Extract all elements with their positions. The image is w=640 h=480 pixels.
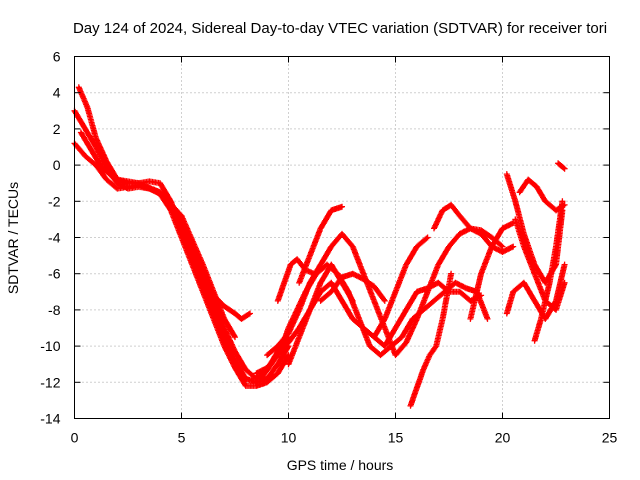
x-tick-label: 0 [71, 430, 79, 446]
y-tick-label: 2 [53, 121, 61, 137]
y-tick-label: -10 [40, 338, 60, 354]
data-series-track-16 [467, 220, 517, 322]
data-series-track-14 [407, 270, 455, 409]
axis-ticks: -14 -12 -10 -8 -6 -4 -2 0 2 4 6 0 5 10 15 20 25 [40, 49, 617, 446]
data-series-track-13 [371, 234, 431, 341]
y-tick-label: 0 [53, 157, 61, 173]
data-series-track-22 [555, 160, 568, 172]
x-tick-label: 5 [178, 430, 186, 446]
y-tick-label: 6 [53, 49, 61, 65]
data-markers [71, 84, 568, 409]
x-tick-label: 25 [602, 430, 618, 446]
data-series-track-10 [274, 256, 318, 304]
y-tick-label: -6 [48, 266, 61, 282]
x-axis-label: GPS time / hours [287, 457, 394, 473]
data-series-track-12 [317, 270, 388, 304]
x-tick-label: 10 [281, 430, 297, 446]
data-series-track-8 [264, 225, 506, 359]
data-series-track-20 [531, 198, 566, 344]
y-tick-label: 4 [53, 85, 61, 101]
data-series-track-9 [285, 261, 356, 368]
y-tick-label: -12 [40, 374, 60, 390]
data-series-track-11 [296, 203, 345, 286]
y-axis-label: SDTVAR / TECUs [5, 182, 21, 294]
x-tick-label: 15 [388, 430, 404, 446]
chart-title: Day 124 of 2024, Sidereal Day-to-day VTE… [73, 20, 607, 37]
y-tick-label: -14 [40, 411, 60, 427]
data-series-track-5 [210, 292, 253, 322]
y-tick-label: -8 [48, 302, 61, 318]
y-tick-label: -4 [48, 230, 61, 246]
data-series-track-4 [77, 129, 238, 341]
x-tick-label: 20 [495, 430, 511, 446]
data-series-track-21 [516, 176, 568, 214]
y-tick-label: -2 [48, 193, 61, 209]
data-series-track-1 [75, 84, 292, 386]
